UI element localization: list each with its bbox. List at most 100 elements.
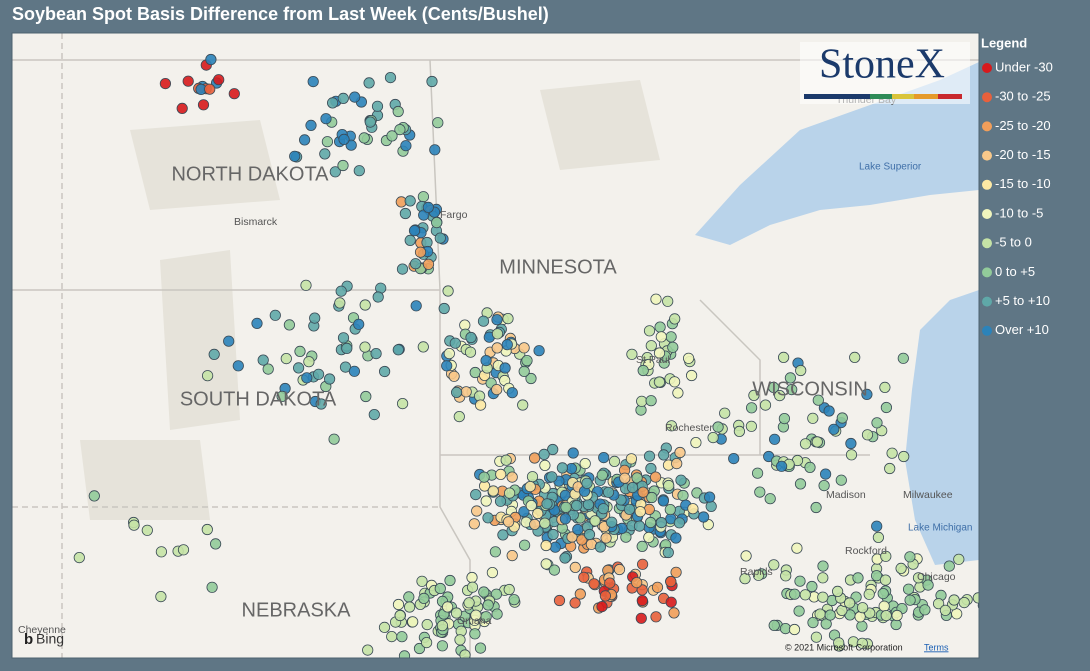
location-dot xyxy=(670,566,682,578)
location-dot xyxy=(559,552,571,564)
location-dot xyxy=(655,516,668,529)
location-dot xyxy=(636,540,648,553)
location-dot xyxy=(463,597,475,609)
location-dot xyxy=(649,471,662,483)
location-dot xyxy=(335,285,347,297)
location-dot xyxy=(159,78,171,90)
location-dot xyxy=(804,461,816,473)
location-dot xyxy=(320,113,332,125)
location-dot xyxy=(768,559,780,571)
location-dot xyxy=(835,474,847,486)
legend-label[interactable]: -30 to -25 xyxy=(995,89,1051,104)
map: NORTH DAKOTA SOUTH DAKOTA MINNESOTA WISCONS… xyxy=(12,33,979,658)
location-dot xyxy=(409,258,422,270)
location-dot xyxy=(596,469,608,481)
location-dot xyxy=(422,201,434,213)
location-dot xyxy=(521,354,533,367)
location-dot xyxy=(315,398,327,410)
legend-label[interactable]: -10 to -5 xyxy=(995,205,1043,220)
location-dot xyxy=(450,386,463,398)
legend-label[interactable]: Under -30 xyxy=(995,59,1053,74)
location-dot xyxy=(443,347,455,360)
location-dot xyxy=(464,346,477,358)
location-dot xyxy=(363,77,375,89)
legend-swatch xyxy=(982,63,992,73)
legend-label[interactable]: +5 to +10 xyxy=(995,293,1050,308)
location-dot xyxy=(690,436,702,449)
location-dot xyxy=(338,133,350,145)
location-dot xyxy=(465,331,477,344)
location-dot xyxy=(674,446,686,459)
legend-swatch xyxy=(982,325,992,336)
location-dot xyxy=(675,474,687,486)
location-dot xyxy=(919,604,931,616)
location-dot xyxy=(636,395,648,407)
location-dot xyxy=(559,513,572,525)
location-dot xyxy=(581,477,593,489)
location-dot xyxy=(948,594,960,606)
legend-label[interactable]: -15 to -10 xyxy=(995,176,1051,191)
location-dot xyxy=(489,546,501,558)
legend-label[interactable]: -5 to 0 xyxy=(995,235,1032,250)
terms-link[interactable]: Terms xyxy=(924,642,949,652)
location-dot xyxy=(932,598,945,610)
location-dot xyxy=(645,462,657,475)
location-dot xyxy=(396,397,409,410)
location-dot xyxy=(836,412,848,424)
legend-label[interactable]: -25 to -20 xyxy=(995,118,1051,133)
logo: StoneX xyxy=(819,42,945,88)
location-dot xyxy=(685,369,698,382)
location-dot xyxy=(417,191,429,203)
location-dot xyxy=(478,471,490,483)
place-label: Lake Superior xyxy=(859,162,922,173)
location-dot xyxy=(958,596,970,609)
location-dot xyxy=(633,520,646,532)
location-dot xyxy=(497,529,509,541)
legend-label[interactable]: 0 to +5 xyxy=(995,264,1035,279)
location-dot xyxy=(861,388,873,400)
location-dot xyxy=(208,348,220,360)
location-dot xyxy=(811,436,823,448)
location-dot xyxy=(392,598,405,611)
location-dot xyxy=(637,486,649,498)
location-dot xyxy=(210,538,222,550)
location-dot xyxy=(276,390,288,402)
location-dot xyxy=(378,621,391,634)
location-dot xyxy=(754,486,766,498)
location-dot xyxy=(807,412,819,424)
location-dot xyxy=(594,541,607,553)
location-dot xyxy=(576,534,588,546)
location-dot xyxy=(205,53,217,66)
location-dot xyxy=(444,574,456,587)
location-dot xyxy=(495,468,507,480)
legend-label[interactable]: Over +10 xyxy=(995,322,1049,337)
location-dot xyxy=(602,486,615,498)
location-dot xyxy=(399,207,411,220)
location-dot xyxy=(349,91,361,103)
location-dot xyxy=(777,351,790,363)
legend-label[interactable]: -20 to -15 xyxy=(995,147,1051,162)
location-dot xyxy=(201,523,213,536)
location-dot xyxy=(348,365,360,377)
location-dot xyxy=(359,299,371,311)
location-dot xyxy=(828,423,840,435)
location-dot xyxy=(386,130,398,142)
location-dot xyxy=(895,562,907,575)
location-dot xyxy=(326,97,339,109)
location-dot xyxy=(525,499,537,512)
location-dot xyxy=(748,389,760,401)
legend-swatch xyxy=(982,150,992,161)
location-dot xyxy=(613,563,626,576)
location-dot xyxy=(468,518,480,530)
location-dot xyxy=(88,490,100,502)
location-dot xyxy=(319,148,331,160)
location-dot xyxy=(912,572,925,584)
place-label: Omaha xyxy=(457,615,492,627)
location-dot xyxy=(880,609,892,622)
location-dot xyxy=(474,642,487,654)
location-dot xyxy=(517,399,529,411)
location-dot xyxy=(155,546,167,558)
location-dot xyxy=(651,581,664,593)
location-dot xyxy=(466,571,478,584)
